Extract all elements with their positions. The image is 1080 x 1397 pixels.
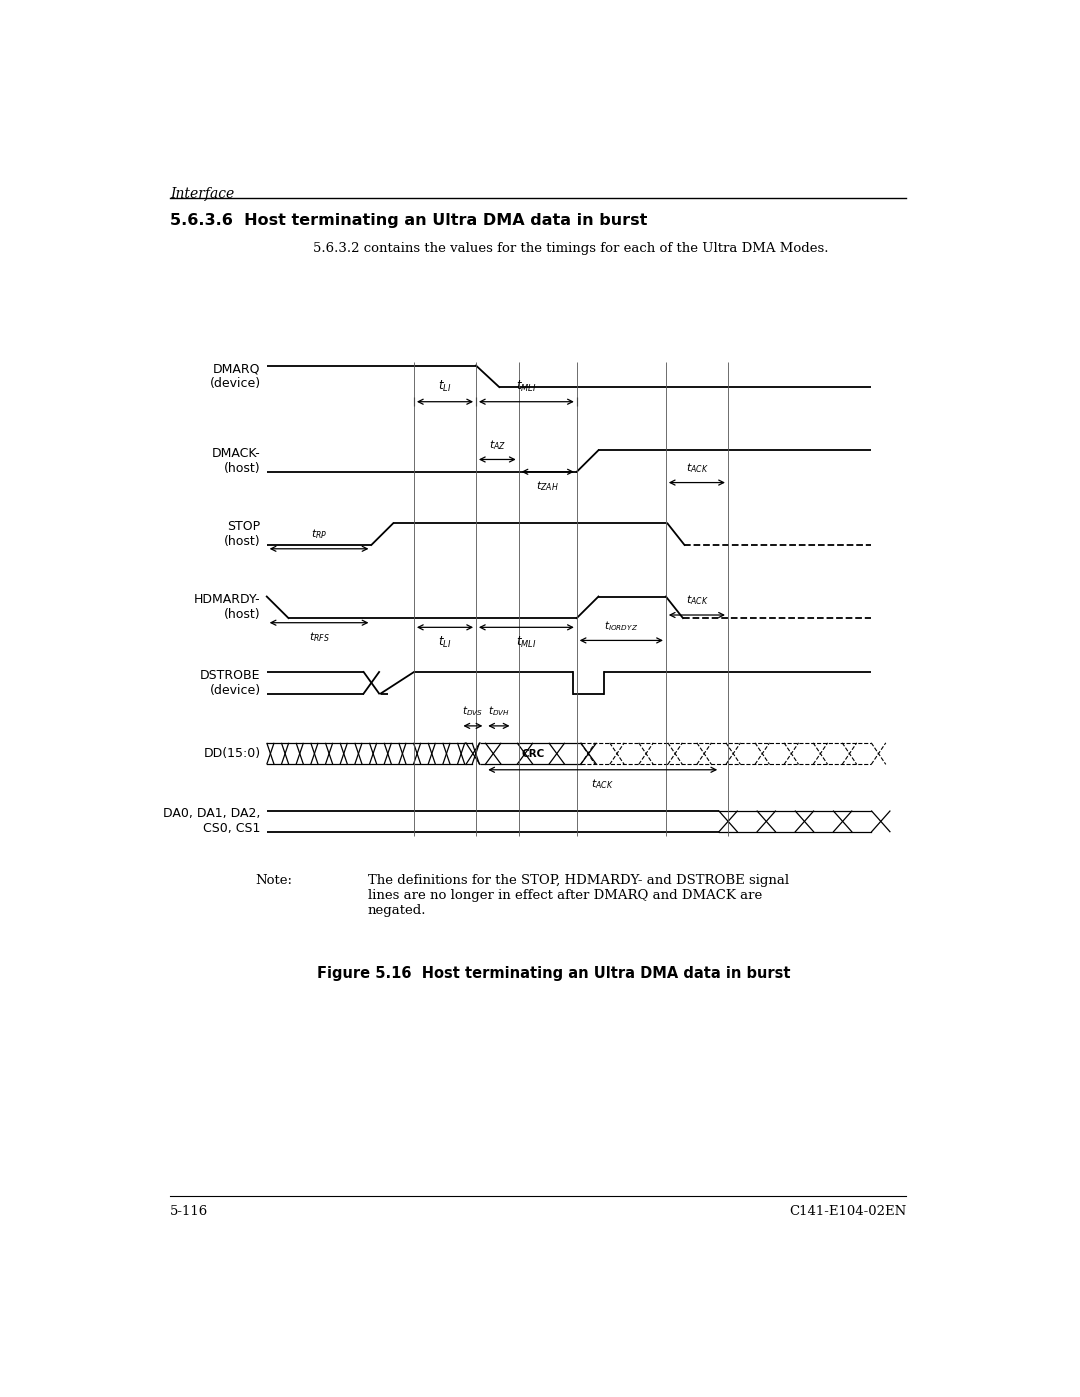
Text: $t_{DVS}$: $t_{DVS}$ <box>462 704 484 718</box>
Text: $t_{ACK}$: $t_{ACK}$ <box>686 461 708 475</box>
Text: DSTROBE
(device): DSTROBE (device) <box>200 669 260 697</box>
Text: $t_{IORDYZ}$: $t_{IORDYZ}$ <box>605 619 638 633</box>
Text: $t_{ZAH}$: $t_{ZAH}$ <box>537 479 559 493</box>
Text: The definitions for the STOP, HDMARDY- and DSTROBE signal
lines are no longer in: The definitions for the STOP, HDMARDY- a… <box>367 873 788 916</box>
Text: Interface: Interface <box>170 187 234 201</box>
Text: $t_{AZ}$: $t_{AZ}$ <box>489 439 505 451</box>
Text: STOP
(host): STOP (host) <box>224 520 260 548</box>
Text: DMARQ
(device): DMARQ (device) <box>210 362 260 390</box>
Text: $t_{LI}$: $t_{LI}$ <box>438 636 451 650</box>
Text: DA0, DA1, DA2,
CS0, CS1: DA0, DA1, DA2, CS0, CS1 <box>163 807 260 835</box>
Text: $t_{RP}$: $t_{RP}$ <box>311 527 327 541</box>
Text: 5.6.3.2 contains the values for the timings for each of the Ultra DMA Modes.: 5.6.3.2 contains the values for the timi… <box>313 242 828 256</box>
Text: $t_{DVH}$: $t_{DVH}$ <box>488 704 510 718</box>
Text: HDMARDY-
(host): HDMARDY- (host) <box>194 594 260 622</box>
Text: DMACK-
(host): DMACK- (host) <box>212 447 260 475</box>
Text: $t_{ACK}$: $t_{ACK}$ <box>686 594 708 608</box>
Text: Note:: Note: <box>255 873 292 887</box>
Text: 5-116: 5-116 <box>170 1204 208 1218</box>
Text: $t_{RFS}$: $t_{RFS}$ <box>309 630 329 644</box>
Text: $t_{LI}$: $t_{LI}$ <box>438 379 451 394</box>
Text: CRC: CRC <box>522 749 544 759</box>
Text: Figure 5.16  Host terminating an Ultra DMA data in burst: Figure 5.16 Host terminating an Ultra DM… <box>316 967 791 981</box>
Text: DD(15:0): DD(15:0) <box>203 747 260 760</box>
Text: C141-E104-02EN: C141-E104-02EN <box>788 1204 906 1218</box>
Text: $t_{ACK}$: $t_{ACK}$ <box>592 778 615 791</box>
Text: $t_{MLI}$: $t_{MLI}$ <box>516 379 537 394</box>
Text: 5.6.3.6  Host terminating an Ultra DMA data in burst: 5.6.3.6 Host terminating an Ultra DMA da… <box>170 214 647 228</box>
Text: $t_{MLI}$: $t_{MLI}$ <box>516 636 537 650</box>
